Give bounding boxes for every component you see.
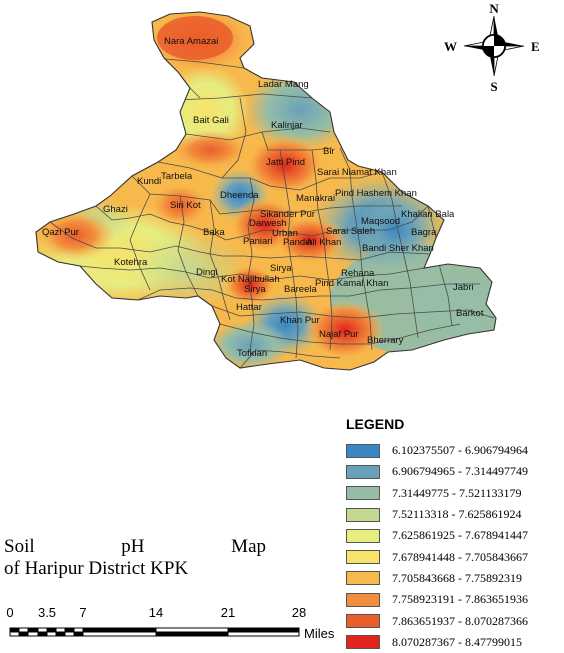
- title-word-soil: Soil: [4, 536, 35, 557]
- legend-label: 6.906794965 - 7.314497749: [392, 464, 528, 479]
- legend-swatch: [346, 464, 380, 479]
- place-label: Khalian Bala: [401, 209, 455, 220]
- legend-swatch: [346, 614, 380, 629]
- place-label: Tofkian: [237, 348, 267, 359]
- place-label: Kalinjar: [271, 120, 303, 131]
- legend-item: 7.52113318 - 7.625861924: [346, 504, 528, 525]
- place-label: Sarai Saleh: [326, 226, 375, 237]
- place-label: Khan Pur: [280, 315, 320, 326]
- place-label: Najaf Pur: [319, 329, 359, 340]
- scale-tick-0: 0: [6, 605, 14, 620]
- legend-swatch: [346, 507, 380, 522]
- place-label: Dheenda: [220, 190, 259, 201]
- place-label: Paniari: [243, 236, 273, 247]
- place-label: Maqsood: [361, 216, 400, 227]
- scale-tick-7: 7: [79, 605, 87, 620]
- compass-east: E: [531, 39, 540, 54]
- place-label: Bait Gali: [193, 115, 229, 126]
- legend-item: 7.625861925 - 7.678941447: [346, 525, 528, 546]
- title-line-2: of Haripur District KPK: [4, 558, 189, 579]
- legend-item: 7.863651937 - 8.070287366: [346, 610, 528, 631]
- place-label: Bagra: [411, 227, 437, 238]
- place-label: Qazi Pur: [42, 227, 79, 238]
- compass-north: N: [489, 1, 499, 16]
- place-label: Baka: [203, 227, 225, 238]
- legend-swatch: [346, 486, 380, 501]
- legend-label: 7.52113318 - 7.625861924: [392, 507, 522, 522]
- place-label: Ghazi: [103, 204, 128, 215]
- place-label: Pind Hashem Khan: [335, 188, 417, 199]
- place-label: Bherrary: [367, 335, 404, 346]
- legend-label: 7.31449775 - 7.521133179: [392, 485, 522, 500]
- legend-item: 7.758923191 - 7.863651936: [346, 589, 528, 610]
- legend-swatch: [346, 550, 380, 565]
- place-label: Jabri: [453, 282, 474, 293]
- legend-item: 7.705843668 - 7.75892319: [346, 568, 528, 589]
- map-title: Soil pH Map of Haripur District KPK: [4, 536, 266, 580]
- scale-tick-14: 14: [148, 605, 164, 620]
- place-label: Jatti Pind: [266, 157, 305, 168]
- place-label: Rehana: [341, 268, 375, 279]
- place-label: Kotehra: [114, 257, 148, 268]
- compass-south: S: [490, 79, 497, 94]
- place-label: Hattar: [236, 302, 262, 313]
- legend-item: 6.102375507 - 6.906794964: [346, 440, 528, 461]
- place-label: Sirya: [244, 284, 266, 295]
- ph-surface: [36, 12, 496, 370]
- title-word-ph: pH: [121, 536, 145, 557]
- legend-label: 7.705843668 - 7.75892319: [392, 570, 522, 585]
- north-arrow-icon: N S E W: [444, 1, 540, 94]
- legend-swatch: [346, 592, 380, 607]
- legend-swatch: [346, 528, 380, 543]
- union-council-boundaries: [49, 57, 495, 369]
- legend: 6.102375507 - 6.906794964 6.906794965 - 7…: [346, 440, 528, 653]
- legend-swatch: [346, 443, 380, 458]
- place-label: Barkot: [456, 308, 484, 319]
- legend-swatch: [346, 635, 380, 650]
- legend-item: 7.678941448 - 7.705843667: [346, 546, 528, 567]
- place-label: Pandia: [283, 237, 313, 248]
- legend-label: 7.625861925 - 7.678941447: [392, 528, 528, 543]
- place-label: Dingi: [196, 267, 218, 278]
- title-word-map: Map: [231, 536, 266, 557]
- place-label: Tarbela: [161, 171, 193, 182]
- place-label: Siri Kot: [170, 200, 201, 211]
- legend-item: 6.906794965 - 7.314497749: [346, 461, 528, 482]
- scale-tick-28: 28: [291, 605, 307, 620]
- legend-label: 7.863651937 - 8.070287366: [392, 613, 528, 628]
- place-label: Sikander Pur: [260, 209, 315, 220]
- place-label: Bareela: [284, 284, 317, 295]
- place-label: Pind Kamal Khan: [315, 278, 388, 289]
- legend-label: 6.102375507 - 6.906794964: [392, 443, 528, 458]
- place-label: Urban: [272, 228, 298, 239]
- place-label: Kot Najibullah: [221, 274, 280, 285]
- place-labels: Nara Amazai Ladar Mang Bait Gali Kalinjar Bi…: [42, 36, 484, 359]
- scale-tick-21: 21: [220, 605, 236, 620]
- place-label: Darwesh: [249, 218, 287, 229]
- place-label: Kundi: [137, 176, 161, 187]
- place-label: Bandi Sher Khan: [362, 243, 434, 254]
- legend-item: 7.31449775 - 7.521133179: [346, 483, 528, 504]
- legend-item: 8.070287367 - 8.47799015: [346, 632, 528, 653]
- place-label: Nara Amazai: [164, 36, 218, 47]
- place-label: Bir: [323, 146, 335, 157]
- scale-tick-3-5: 3.5: [37, 605, 57, 620]
- legend-label: 8.070287367 - 8.47799015: [392, 634, 522, 649]
- place-label: Ali Khan: [306, 237, 341, 248]
- legend-title: LEGEND: [346, 416, 405, 432]
- place-label: Sarai Niamat Khan: [317, 167, 397, 178]
- legend-label: 7.758923191 - 7.863651936: [392, 592, 528, 607]
- scale-bar: [9, 627, 300, 637]
- place-label: Manakrai: [296, 193, 335, 204]
- scale-unit: Miles: [304, 626, 335, 641]
- place-label: Ladar Mang: [258, 79, 309, 90]
- legend-label: 7.678941448 - 7.705843667: [392, 549, 528, 564]
- legend-swatch: [346, 571, 380, 586]
- compass-west: W: [444, 39, 457, 54]
- place-label: Sirya: [270, 263, 292, 274]
